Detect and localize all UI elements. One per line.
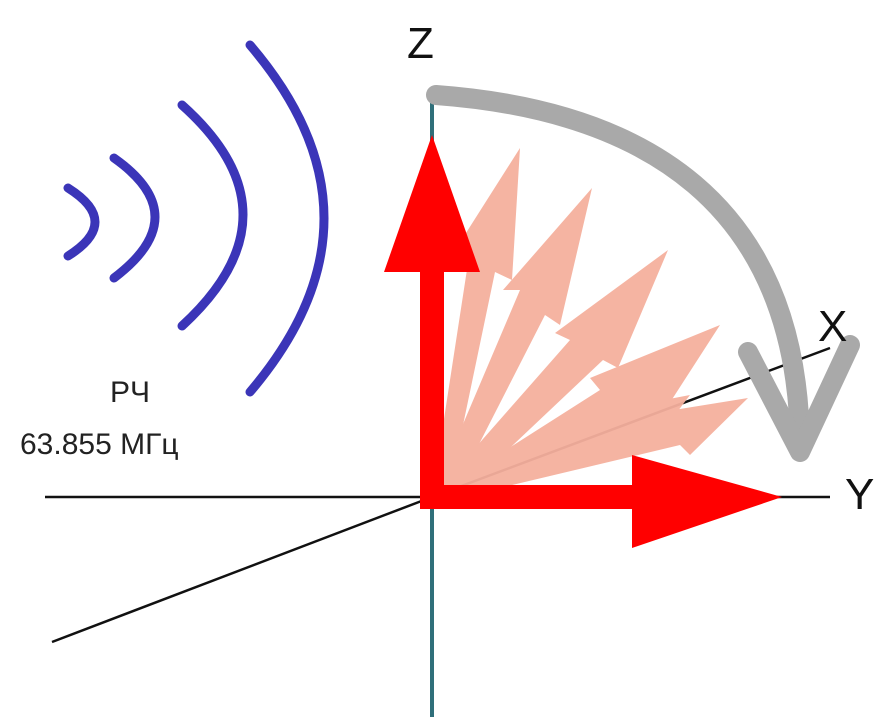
rotation-arrow-path [426,85,810,460]
precession-vector-6 [432,395,690,497]
precession-vector-1 [432,148,520,497]
rf-wave-arc-4 [245,40,329,397]
rf-wave-arc-3 [177,100,248,331]
rf-wave-arc-2 [109,153,160,283]
precession-vector-4 [432,325,720,497]
z-vector-head [384,135,480,272]
precession-vectors [432,148,748,497]
x-axis-line-back [51,495,433,644]
y-vector-head [632,455,782,548]
z-axis-label: Z [407,19,434,68]
y-axis-label: Y [845,470,875,519]
z-vector-shaft [420,250,444,502]
rf-wave-arcs [63,40,329,397]
y-vector-shaft [420,485,642,509]
rf-wave-arc-1 [63,183,100,261]
primary-vectors [384,135,782,548]
rotation-arrow-head [738,335,860,462]
precession-vector-3 [432,250,668,497]
rf-title: РЧ [110,376,151,409]
precession-vector-2 [432,188,592,497]
rf-frequency: 63.855 МГц [20,428,179,461]
x-axis-label: X [818,302,848,351]
